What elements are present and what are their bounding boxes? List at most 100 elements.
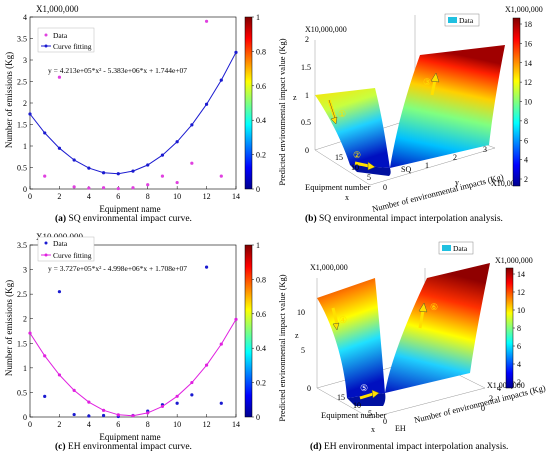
colorbar-tick-label: 12 xyxy=(524,78,532,87)
x-tick-label: 4 xyxy=(87,192,91,201)
x-tick-label: 10 xyxy=(173,420,181,429)
fit-point xyxy=(72,158,76,162)
axis-tick-label: 4 xyxy=(497,384,501,393)
axis-tick-label: 0 xyxy=(383,417,387,426)
y-tick-label: 0 xyxy=(23,413,27,422)
axis-tick-label: 5 xyxy=(367,173,371,182)
fit-point xyxy=(160,404,165,409)
colorbar-tick-label: 0.8 xyxy=(256,47,266,56)
fit-point xyxy=(116,172,120,176)
fit-point xyxy=(219,78,223,82)
surface-bottom-b xyxy=(350,165,391,176)
surface-left-d xyxy=(317,278,385,398)
fit-point xyxy=(43,354,47,358)
marker-6-d: ⑥ xyxy=(418,302,438,329)
plot-area-a: 0 0.5 1 1.5 2 2.5 3 3.5 4 0 2 4 6 8 10 12 14 xyxy=(17,13,240,201)
caption-d-text: EH environmental impact interpolation an… xyxy=(324,442,509,452)
y-tick-label: 0 xyxy=(23,185,27,194)
x-tick-label: 0 xyxy=(28,420,32,429)
x-tick-label: 2 xyxy=(57,192,61,201)
colorbar-tick-label: 14 xyxy=(517,270,525,279)
y-tick-label: 3 xyxy=(23,266,27,275)
fit-point xyxy=(43,131,47,135)
y-axis-name-b: Number of environmental impacts (Kg) xyxy=(371,172,505,214)
multiplier-label-a: X1,000,000 xyxy=(36,4,79,14)
equation-c: y = 3.727e+05*x² - 4.998e+06*x + 1.708e+… xyxy=(48,264,187,273)
colorbar-tick-label: 2 xyxy=(524,175,528,184)
x-tick-label: 6 xyxy=(116,420,120,429)
data-point xyxy=(131,186,135,190)
colorbar-d: 2 4 6 8 10 12 14 xyxy=(505,267,525,389)
data-point xyxy=(87,414,91,418)
colorbar-tick-label: 0.4 xyxy=(256,116,266,125)
multiplier-top-d: X1,000,000 xyxy=(310,263,348,272)
fit-point xyxy=(204,102,209,106)
axis-tick-label: 1 xyxy=(425,161,429,170)
colorbar-tick-label: 2 xyxy=(517,378,521,387)
axis-tick-label: 2 xyxy=(453,153,457,162)
data-point xyxy=(175,180,179,185)
x-tick-label: 4 xyxy=(87,420,91,429)
y-tick-label: 2.5 xyxy=(17,290,27,299)
colorbar-tick-label: 0.2 xyxy=(256,379,266,388)
equation-a: y = 4.213e+05*x² - 5.383e+06*x + 1.744e+… xyxy=(48,66,187,75)
axis-tick-label: 1.5 xyxy=(301,63,311,72)
fit-point xyxy=(204,363,209,367)
colorbar-a: 0 0.2 0.4 0.6 0.8 1 xyxy=(244,13,266,194)
x-axis-letter-d: x xyxy=(371,425,375,434)
fit-point xyxy=(28,331,32,335)
colorbar-tick-label: 1 xyxy=(256,241,260,250)
x-axis-letter-b: x xyxy=(345,193,349,202)
y-tick-label: 1 xyxy=(23,142,27,151)
colorbar-tick-label: 18 xyxy=(524,20,532,29)
y-tick-label: 0.5 xyxy=(17,388,27,397)
axis-tick-label: 0 xyxy=(481,404,485,413)
data-point xyxy=(43,174,47,178)
x-axis-name-d: Equipment number xyxy=(321,410,387,420)
fit-point xyxy=(101,408,106,412)
surface-left-b xyxy=(315,88,390,168)
caption-c-letter: (c) xyxy=(55,442,66,452)
x-axis-label-a: Equipment name xyxy=(99,204,160,214)
data-point xyxy=(204,19,209,23)
y-tick-label: 4 xyxy=(23,13,27,22)
fit-point xyxy=(146,163,150,167)
data-point xyxy=(204,265,209,269)
marker-2-b: ② xyxy=(353,150,376,171)
colorbar-tick-label: 4 xyxy=(524,156,528,165)
colorbar-tick-label: 0.2 xyxy=(256,151,266,160)
y-axis-label-c: Number of emissions (Kg) xyxy=(4,280,14,376)
colorbar-tick-label: 6 xyxy=(524,136,528,145)
data-point xyxy=(190,393,194,397)
x-tick-label: 6 xyxy=(116,192,120,201)
marker-2-label-b: ② xyxy=(353,150,361,160)
plot-area-c: 0 0.5 1 1.5 2 2.5 3 3.5 0 2 4 6 8 10 12 14 xyxy=(17,241,240,429)
x-tick-label: 0 xyxy=(28,192,32,201)
y-tick-label: 0.5 xyxy=(17,164,27,173)
y-tick-label: 1 xyxy=(23,364,27,373)
colorbar-tick-label: 4 xyxy=(517,360,521,369)
colorbar-b: 2 4 6 8 10 12 14 16 18 xyxy=(512,17,532,187)
fit-point xyxy=(146,411,150,415)
data-point xyxy=(101,186,106,190)
marker-4-d: ④ xyxy=(331,307,347,331)
x-tick-label: 8 xyxy=(146,420,150,429)
fit-point xyxy=(87,400,91,404)
caption-d: (d) EH environmental impact interpolatio… xyxy=(310,442,508,452)
axis-tick-label: 10 xyxy=(297,308,305,317)
colorbar-tick-label: 8 xyxy=(524,117,528,126)
legend-c: Data Curve fitting xyxy=(37,236,95,262)
fit-point xyxy=(175,394,179,398)
sq-label-b: SQ xyxy=(401,165,411,174)
data-point xyxy=(219,401,223,405)
fit-point xyxy=(190,123,194,127)
z-axis-label-b: Predicted environmental impact value (Kg… xyxy=(277,38,287,185)
eh-label-d: EH xyxy=(395,424,406,433)
fit-point xyxy=(131,414,135,418)
colorbar-tick-label: 0.4 xyxy=(256,344,266,353)
data-point xyxy=(57,75,62,79)
axis-tick-label: 2 xyxy=(489,394,493,403)
axis-tick-label: 5 xyxy=(368,409,372,418)
chart-a: 00.511.522.533.540 2 4 6 8 10 12 14 X1,000,000 … xyxy=(4,4,266,214)
